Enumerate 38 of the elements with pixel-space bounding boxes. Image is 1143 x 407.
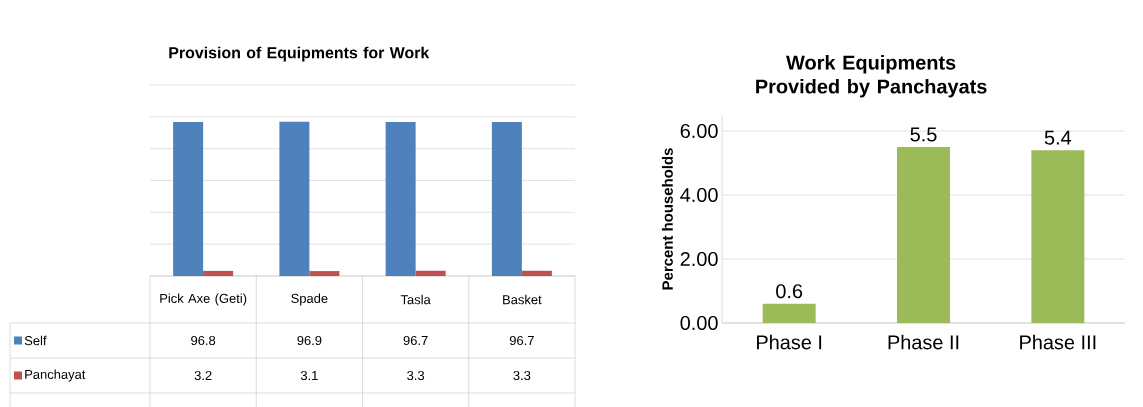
bar — [279, 121, 310, 276]
bar — [415, 270, 446, 276]
chart-title: Work Equipments Provided by Panchayats — [756, 55, 987, 98]
data-label: 96.7 — [509, 335, 534, 346]
data-label: 5.5 — [910, 127, 937, 142]
data-label: 96.7 — [403, 335, 428, 346]
x-tick-label: Pick Axe (Geti) — [160, 293, 247, 306]
bar — [897, 147, 951, 323]
y-tick-label: 0.00 — [680, 315, 718, 331]
x-tick-label: Tasla — [400, 294, 431, 305]
bar — [1031, 150, 1085, 323]
bar — [309, 271, 340, 276]
legend-label: Panchayat — [25, 369, 86, 382]
bar — [203, 270, 234, 276]
x-tick-label: Spade — [291, 293, 328, 306]
x-tick-label: Basket — [503, 294, 542, 305]
y-tick-label: 4.00 — [680, 187, 718, 203]
data-label: 3.1 — [300, 370, 318, 381]
bar — [762, 303, 816, 323]
x-tick-label: Phase I — [757, 334, 822, 350]
data-label: 96.8 — [191, 335, 216, 346]
data-label: 3.2 — [194, 370, 212, 381]
data-label: 5.4 — [1044, 130, 1072, 145]
bar — [521, 270, 552, 276]
x-tick-label: Phase II — [888, 334, 959, 350]
data-label: 3.3 — [407, 370, 425, 381]
y-axis-title: Percent households — [661, 148, 673, 290]
data-label: 0.6 — [776, 284, 803, 299]
data-label: 96.9 — [297, 335, 322, 346]
legend-label: Self — [24, 335, 47, 346]
bar — [173, 121, 204, 276]
bar — [491, 122, 522, 276]
chart-title: Provision of Equipments for Work — [169, 46, 430, 62]
bar — [385, 122, 416, 276]
data-label: 3.3 — [513, 370, 531, 381]
x-tick-label: Phase III — [1020, 334, 1096, 350]
y-tick-label: 2.00 — [680, 251, 718, 267]
y-tick-label: 6.00 — [680, 123, 718, 139]
